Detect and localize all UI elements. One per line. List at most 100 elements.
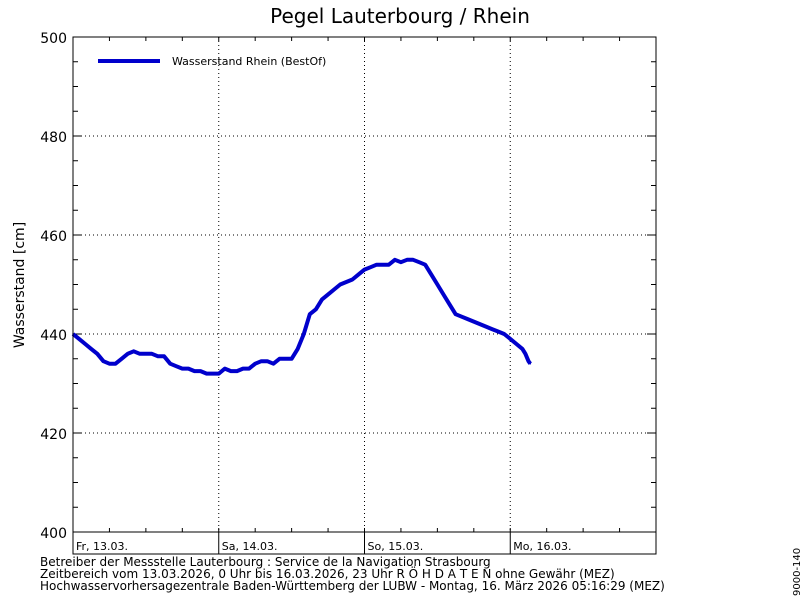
data-point <box>430 273 433 276</box>
x-tick-label: Mo, 16.03. <box>513 540 571 553</box>
y-tick-label: 500 <box>40 31 67 47</box>
data-point <box>169 362 171 365</box>
data-point <box>466 318 469 320</box>
data-point <box>448 303 451 306</box>
data-point <box>436 283 439 286</box>
data-point <box>236 370 238 372</box>
plot-frame <box>72 36 657 555</box>
data-point <box>387 263 390 266</box>
data-point <box>224 367 226 370</box>
x-axis-band: Fr, 13.03. Sa, 14.03. So, 15.03. Mo, 16.03. <box>73 531 656 554</box>
data-point <box>345 281 348 283</box>
data-point <box>357 273 360 276</box>
data-point <box>139 353 141 355</box>
data-point <box>205 372 208 375</box>
data-point <box>114 362 117 365</box>
data-point <box>529 362 532 365</box>
data-point <box>278 357 281 360</box>
footer-timerange: Zeitbereich vom 13.03.2026, 0 Uhr bis 16… <box>40 567 615 581</box>
station-code: 9000-140 <box>792 547 800 596</box>
grid-layer <box>73 37 656 532</box>
data-point <box>181 367 184 370</box>
data-point <box>199 370 202 372</box>
data-point <box>108 362 111 365</box>
data-point <box>491 328 493 330</box>
legend: Wasserstand Rhein (BestOf) <box>98 55 326 68</box>
data-point <box>163 355 165 358</box>
data-point <box>369 266 372 268</box>
data-point <box>248 367 250 370</box>
data-point <box>479 323 481 325</box>
data-point <box>84 343 86 345</box>
data-point <box>302 333 305 335</box>
data-point <box>454 313 457 316</box>
data-point <box>394 258 396 261</box>
data-point <box>497 330 499 333</box>
data-point <box>460 315 463 318</box>
data-point <box>515 343 518 345</box>
data-point <box>485 325 487 328</box>
data-point <box>521 348 524 350</box>
data-point <box>145 353 147 355</box>
y-tick-label: 440 <box>40 328 67 344</box>
data-point <box>524 353 527 355</box>
footer-operator: Betreiber der Messstelle Lauterbourg : S… <box>40 555 491 569</box>
x-tick-label: Sa, 14.03. <box>222 540 278 553</box>
data-point <box>309 313 311 316</box>
data-point <box>290 357 293 360</box>
data-point <box>126 353 129 355</box>
data-point <box>211 372 214 375</box>
y-tick-label: 420 <box>40 427 67 443</box>
data-point <box>187 367 190 370</box>
data-point <box>193 370 196 372</box>
data-point <box>339 283 342 286</box>
legend-label: Wasserstand Rhein (BestOf) <box>172 55 326 68</box>
data-point <box>327 293 329 296</box>
data-point <box>321 298 323 301</box>
data-point <box>90 348 93 350</box>
data-point <box>412 258 414 261</box>
data-point <box>120 357 123 360</box>
data-point <box>102 360 105 363</box>
x-tick-label: So, 15.03. <box>368 540 424 553</box>
data-point <box>333 288 335 291</box>
data-point <box>509 338 512 340</box>
series-layer <box>71 257 532 376</box>
data-point <box>175 365 178 367</box>
data-point <box>424 263 427 266</box>
data-point <box>375 263 378 266</box>
data-point <box>315 308 317 311</box>
data-point <box>151 353 153 355</box>
data-point <box>157 355 159 358</box>
data-point <box>242 367 244 370</box>
chart-title: Pegel Lauterbourg / Rhein <box>270 4 530 28</box>
footer-provider: Hochwasservorhersagezentrale Baden-Württ… <box>40 579 665 593</box>
data-point <box>254 362 256 365</box>
data-point <box>400 261 402 264</box>
data-point <box>296 348 299 350</box>
data-point <box>217 372 220 375</box>
series-line <box>71 257 532 376</box>
data-point <box>527 360 530 363</box>
x-tick-label: Fr, 13.03. <box>76 540 128 553</box>
data-point <box>381 263 384 266</box>
data-point <box>266 360 269 363</box>
data-point <box>272 362 275 365</box>
y-tick-label: 480 <box>40 130 67 146</box>
data-point <box>132 350 135 353</box>
y-tick-label: 400 <box>40 526 67 542</box>
data-point <box>473 320 475 323</box>
data-point <box>406 258 408 261</box>
data-point <box>96 353 99 355</box>
data-point <box>503 333 505 335</box>
data-point <box>284 357 287 360</box>
data-point <box>260 360 263 363</box>
y-tick-label: 460 <box>40 229 67 245</box>
ticks-layer: 400 420 440 460 480 500 <box>40 31 657 542</box>
data-point <box>418 261 420 264</box>
data-point <box>442 293 445 296</box>
data-point <box>230 370 232 372</box>
data-point <box>78 338 80 340</box>
data-point <box>351 278 354 281</box>
